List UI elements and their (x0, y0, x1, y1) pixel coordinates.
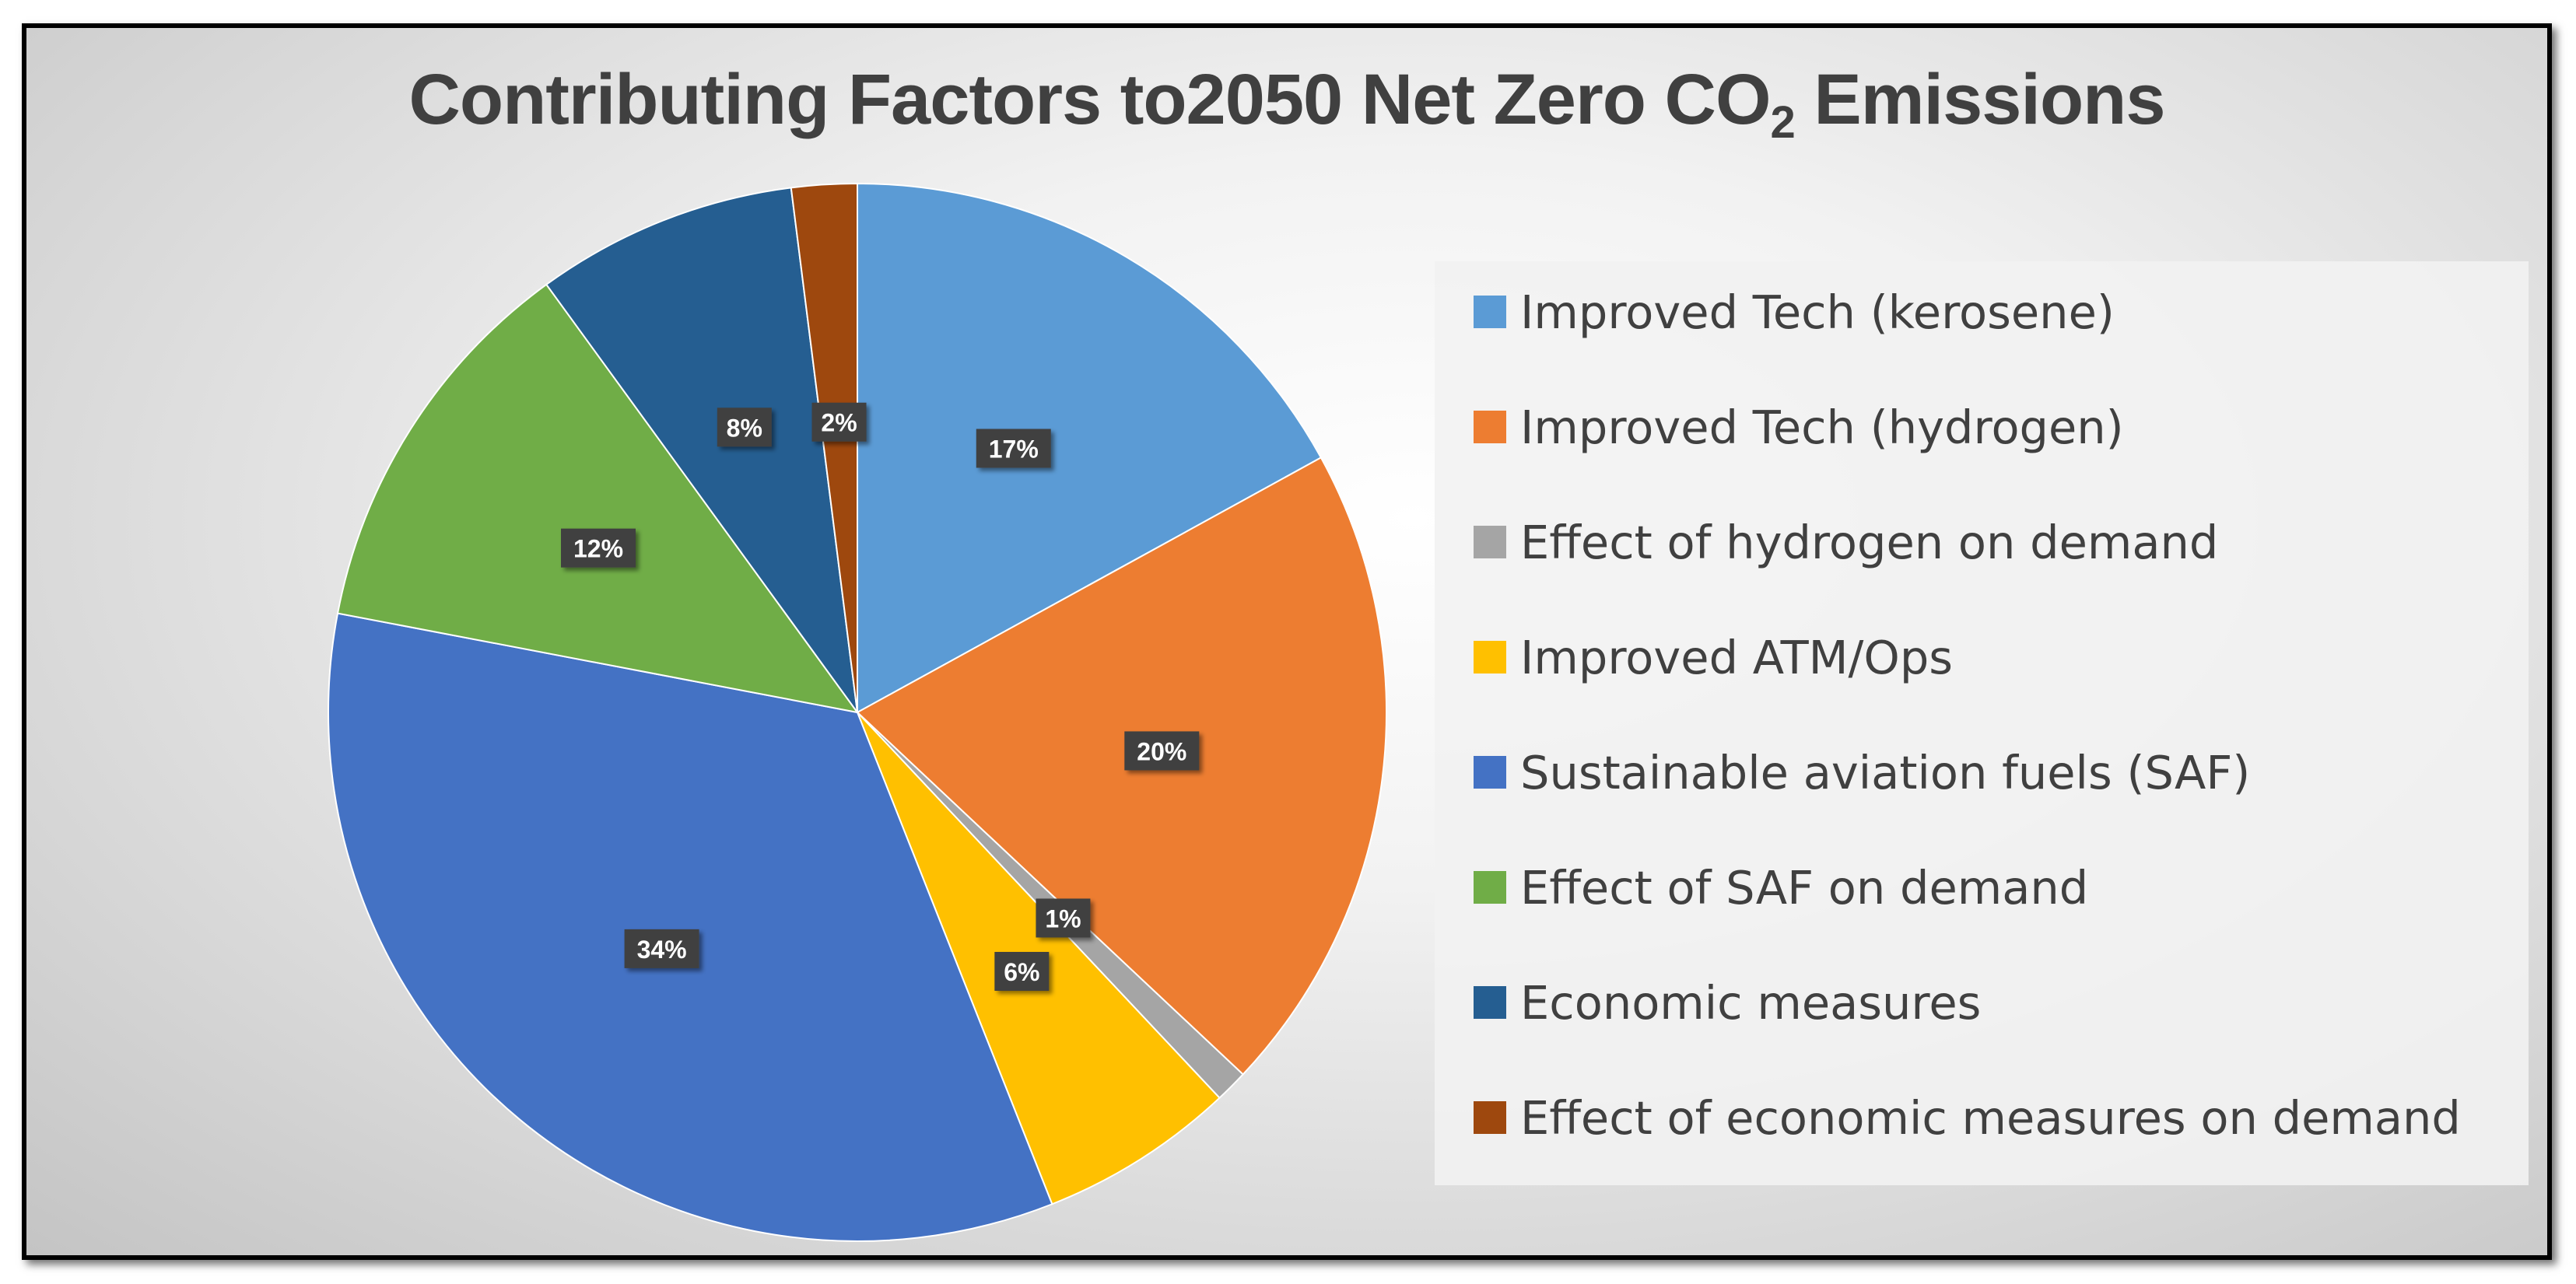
legend-swatch (1474, 411, 1506, 443)
data-label-1: 17% (976, 429, 1051, 468)
legend: Improved Tech (kerosene) Improved Tech (h… (1435, 261, 2529, 1185)
legend-swatch (1474, 986, 1506, 1019)
data-label-6: 12% (560, 528, 636, 568)
data-label-4: 6% (994, 952, 1050, 992)
legend-item-4: Improved ATM/Ops (1474, 630, 1953, 684)
svg-text:6%: 6% (1004, 958, 1039, 986)
pie-chart: 17% 20% 1%6% 34% 12% 8% 2% (328, 182, 1388, 1242)
legend-label: Improved Tech (hydrogen) (1520, 400, 2124, 454)
legend-swatch (1474, 296, 1506, 328)
chart-title: Contributing Factors to2050 Net Zero CO2… (408, 60, 2165, 148)
legend-label: Effect of hydrogen on demand (1520, 515, 2219, 569)
svg-text:1%: 1% (1045, 904, 1081, 932)
legend-label: Improved Tech (kerosene) (1520, 285, 2115, 339)
legend-item-7: Economic measures (1474, 975, 1981, 1030)
legend-label: Sustainable aviation fuels (SAF) (1520, 745, 2251, 799)
svg-text:8%: 8% (727, 414, 762, 442)
data-label-8: 2% (811, 402, 867, 442)
legend-swatch (1474, 641, 1506, 673)
legend-label: Improved ATM/Ops (1520, 630, 1954, 684)
svg-text:17%: 17% (989, 436, 1039, 464)
legend-swatch (1474, 756, 1506, 789)
pie-slice-2 (856, 457, 1388, 1076)
chart-frame: Contributing Factors to2050 Net Zero CO2… (22, 23, 2552, 1260)
data-label-2: 20% (1124, 731, 1200, 771)
legend-swatch (1474, 871, 1506, 904)
svg-text:34%: 34% (637, 936, 687, 964)
data-label-3: 1% (1036, 898, 1091, 938)
legend-swatch (1474, 1101, 1506, 1134)
pie-slice-1 (857, 182, 1323, 714)
legend-item-1: Improved Tech (kerosene) (1474, 285, 2115, 339)
pie-slice-7 (545, 187, 858, 713)
svg-text:2%: 2% (821, 409, 857, 437)
data-label-5: 34% (624, 929, 699, 968)
legend-label: Effect of economic measures on demand (1520, 1090, 2461, 1145)
svg-text:12%: 12% (573, 535, 623, 563)
legend-item-6: Effect of SAF on demand (1474, 860, 2088, 915)
pie-slice-5 (328, 612, 1053, 1242)
pie-slice-6 (336, 283, 860, 714)
pie-slice-8 (790, 182, 858, 713)
legend-label: Effect of SAF on demand (1520, 860, 2089, 915)
legend-item-3: Effect of hydrogen on demand (1474, 515, 2218, 569)
data-label-7: 8% (717, 408, 772, 447)
svg-text:20%: 20% (1137, 737, 1186, 765)
legend-item-8: Effect of economic measures on demand (1474, 1090, 2461, 1145)
legend-swatch (1474, 526, 1506, 558)
legend-item-5: Sustainable aviation fuels (SAF) (1474, 745, 2250, 799)
legend-label: Economic measures (1520, 975, 1982, 1030)
legend-item-2: Improved Tech (hydrogen) (1474, 400, 2124, 454)
